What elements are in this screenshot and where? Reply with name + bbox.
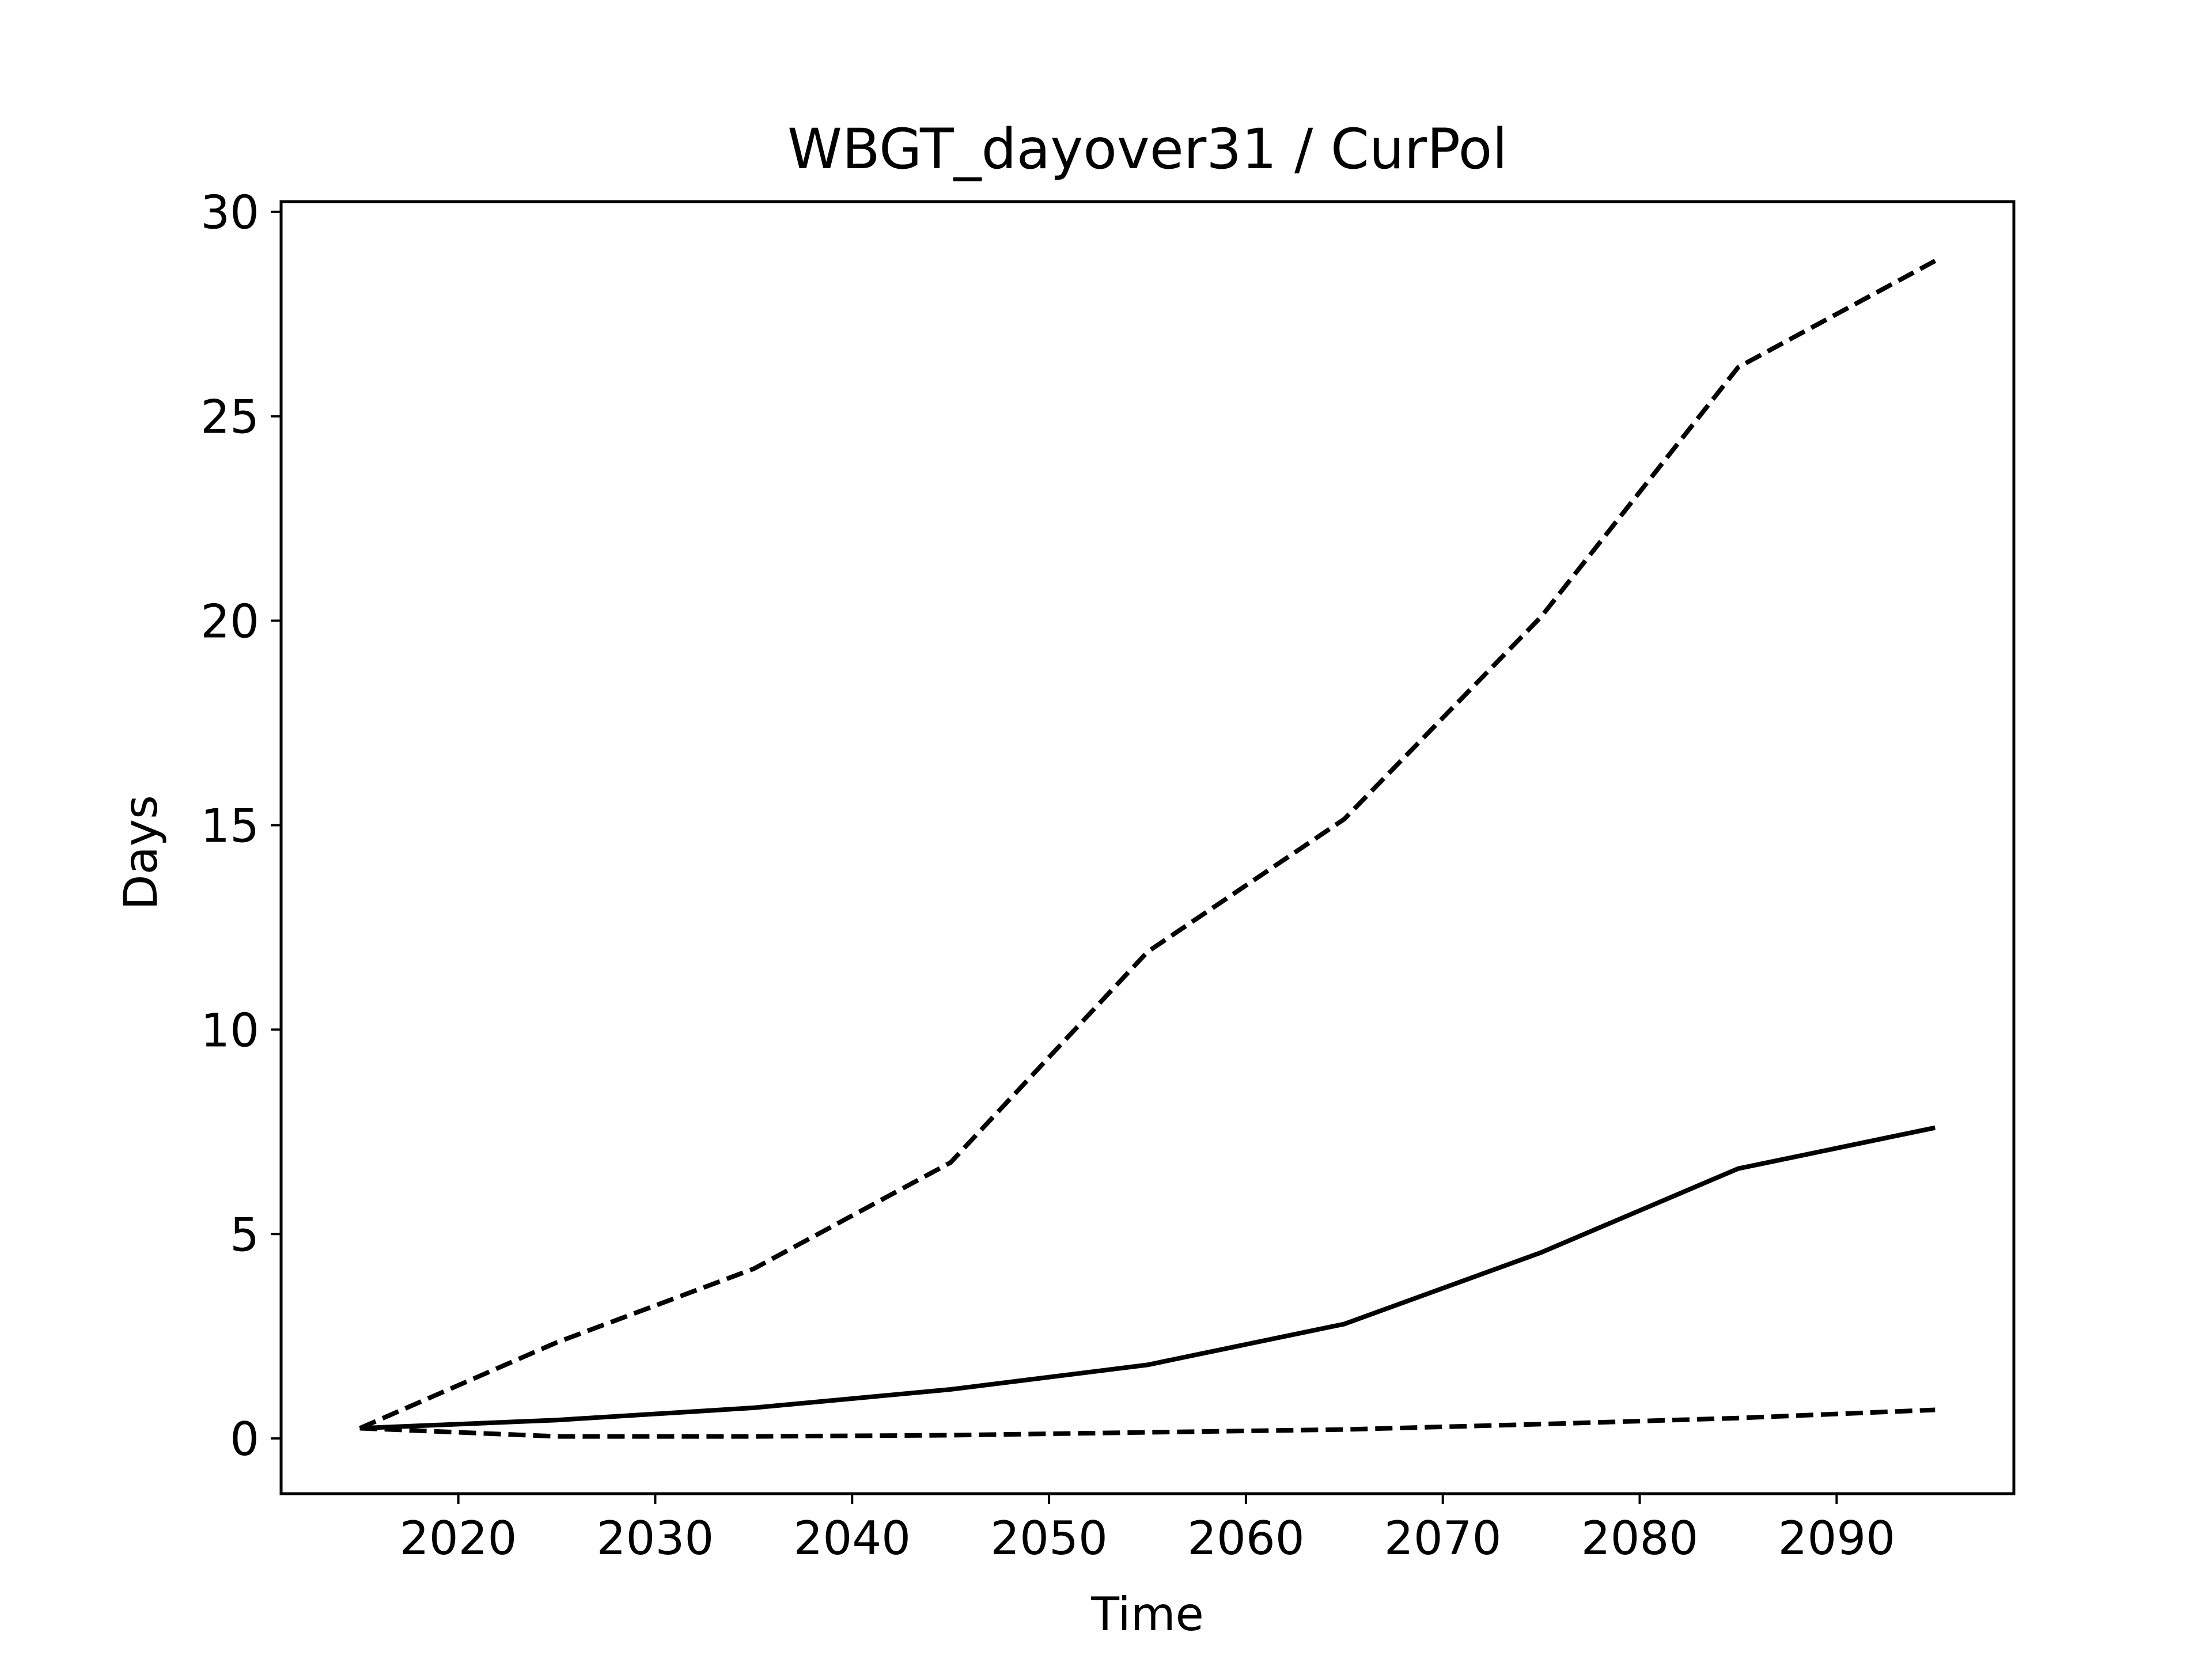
y-tick-label: 25: [200, 391, 259, 444]
y-tick-label: 30: [200, 186, 259, 240]
x-tick-label: 2070: [1384, 1512, 1502, 1565]
dashed-series-line-3: [359, 1407, 1936, 1439]
y-tick-label: 15: [200, 799, 259, 853]
y-axis: 0 5 10 15 20 25 30: [200, 186, 281, 1466]
x-axis-title: Time: [1090, 1588, 1204, 1641]
x-tick-label: 2080: [1581, 1512, 1699, 1565]
solid-series-line-2: [359, 1125, 1936, 1431]
x-axis: 2020 2030 2040 2050 2060 2070 2080 2090: [400, 1494, 1895, 1565]
x-tick-label: 2090: [1778, 1512, 1896, 1565]
x-tick-label: 2020: [400, 1512, 517, 1565]
y-tick-label: 10: [200, 1003, 259, 1057]
y-tick-label: 5: [230, 1208, 259, 1262]
x-tick-label: 2050: [990, 1512, 1108, 1565]
y-tick-label: 20: [200, 595, 259, 649]
plot-frame: [279, 200, 2016, 1495]
dashed-series-line-1: [359, 259, 1937, 1431]
y-tick-label: 0: [230, 1412, 259, 1466]
series-layer: [359, 259, 1937, 1439]
chart-title: WBGT_dayover31 / CurPol: [787, 117, 1508, 181]
x-tick-label: 2030: [597, 1512, 714, 1565]
x-tick-label: 2060: [1187, 1512, 1305, 1565]
y-axis-title: Days: [114, 795, 168, 910]
x-tick-label: 2040: [793, 1512, 911, 1565]
